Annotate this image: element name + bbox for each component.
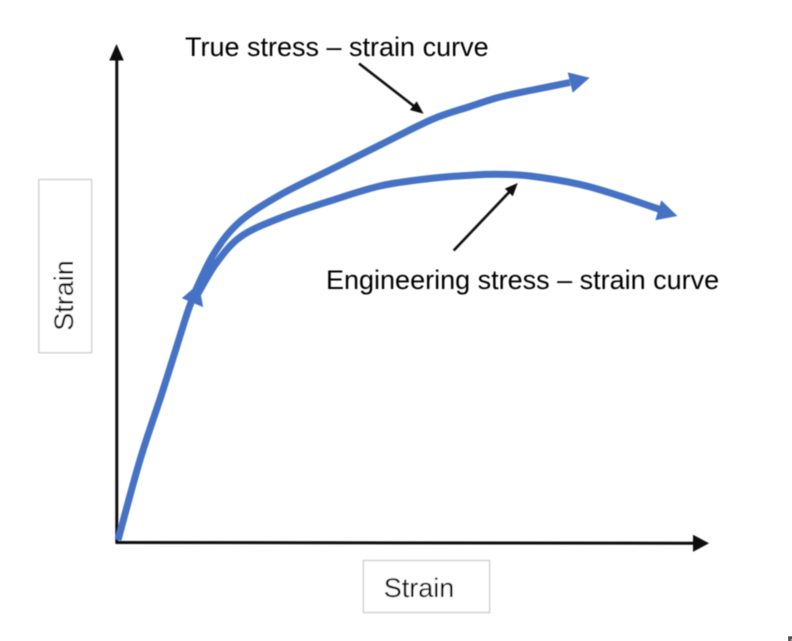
svg-text:True stress – strain curve: True stress – strain curve: [185, 32, 489, 62]
svg-text:Strain: Strain: [49, 260, 79, 331]
svg-text:Engineering stress – strain cu: Engineering stress – strain curve: [326, 265, 719, 295]
svg-text:Strain: Strain: [384, 573, 455, 603]
